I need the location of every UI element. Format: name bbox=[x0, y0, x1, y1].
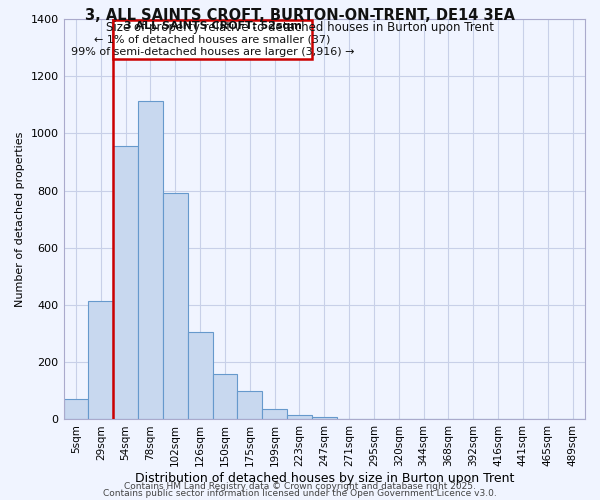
Bar bbox=[88, 301, 113, 420]
Text: Contains HM Land Registry data © Crown copyright and database right 2025.: Contains HM Land Registry data © Crown c… bbox=[124, 482, 476, 491]
Bar bbox=[238, 391, 262, 420]
Bar bbox=[113, 146, 138, 420]
Bar bbox=[287, 415, 312, 420]
Text: 3, ALL SAINTS CROFT, BURTON-ON-TRENT, DE14 3EA: 3, ALL SAINTS CROFT, BURTON-ON-TRENT, DE… bbox=[85, 8, 515, 22]
Bar bbox=[64, 400, 88, 419]
X-axis label: Distribution of detached houses by size in Burton upon Trent: Distribution of detached houses by size … bbox=[134, 472, 514, 485]
Text: 3 ALL SAINTS CROFT: 52sqm: 3 ALL SAINTS CROFT: 52sqm bbox=[124, 22, 301, 32]
Text: Contains public sector information licensed under the Open Government Licence v3: Contains public sector information licen… bbox=[103, 489, 497, 498]
Text: Size of property relative to detached houses in Burton upon Trent: Size of property relative to detached ho… bbox=[106, 22, 494, 35]
Bar bbox=[262, 410, 287, 420]
Text: 99% of semi-detached houses are larger (3,916) →: 99% of semi-detached houses are larger (… bbox=[71, 47, 354, 57]
Text: ← 1% of detached houses are smaller (37): ← 1% of detached houses are smaller (37) bbox=[94, 34, 331, 44]
Bar bbox=[212, 374, 238, 420]
Bar bbox=[163, 194, 188, 420]
Y-axis label: Number of detached properties: Number of detached properties bbox=[15, 132, 25, 307]
Bar bbox=[188, 332, 212, 420]
Bar bbox=[138, 100, 163, 419]
FancyBboxPatch shape bbox=[113, 20, 312, 59]
Bar bbox=[312, 416, 337, 420]
